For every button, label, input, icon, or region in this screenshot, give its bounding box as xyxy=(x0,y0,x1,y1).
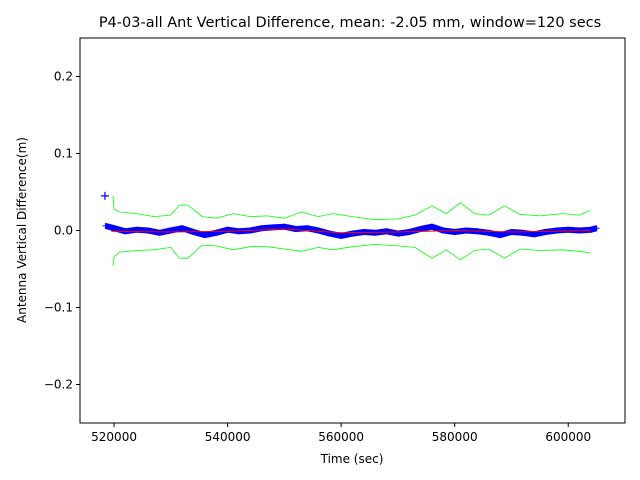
data-point xyxy=(519,229,526,236)
y-tick-label: 0.0 xyxy=(54,224,73,238)
data-point xyxy=(338,232,345,239)
outlier-group xyxy=(100,191,109,200)
upper-band-line xyxy=(112,195,590,221)
data-point xyxy=(201,232,208,239)
data-point xyxy=(565,226,572,233)
data-point xyxy=(315,227,322,234)
x-axis-label: Time (sec) xyxy=(320,452,384,466)
data-point xyxy=(587,226,594,233)
data-point xyxy=(383,228,390,235)
data-point xyxy=(292,225,299,232)
y-tick-label: −0.2 xyxy=(44,378,73,392)
y-axis-label: Antenna Vertical Difference(m) xyxy=(15,137,29,323)
plot-area xyxy=(100,191,600,266)
data-point xyxy=(531,231,538,238)
x-tick-label: 520000 xyxy=(91,430,137,444)
data-point xyxy=(485,229,492,236)
data-point xyxy=(553,227,560,234)
x-tick-label: 560000 xyxy=(318,430,364,444)
data-point xyxy=(102,222,109,229)
x-tick-label: 580000 xyxy=(432,430,478,444)
data-point xyxy=(593,225,600,232)
y-axis: −0.2 −0.1 0.0 0.1 0.2 xyxy=(44,70,80,392)
outlier-point xyxy=(100,191,109,200)
chart-title: P4-03-all Ant Vertical Difference, mean:… xyxy=(99,15,601,31)
x-tick-label: 600000 xyxy=(545,430,591,444)
x-axis: 520000 540000 560000 580000 600000 xyxy=(91,423,591,444)
data-point xyxy=(167,227,174,234)
upper-band-group xyxy=(112,195,590,221)
data-points-group xyxy=(102,222,600,239)
mean-line xyxy=(111,228,591,234)
y-tick-label: −0.1 xyxy=(44,301,73,315)
lower-band-group xyxy=(112,243,590,266)
data-point xyxy=(542,229,549,236)
lower-band-line xyxy=(112,243,590,266)
data-point xyxy=(156,229,163,236)
data-point xyxy=(349,230,356,237)
mean-line-group xyxy=(111,228,591,234)
data-point xyxy=(428,223,435,230)
data-point xyxy=(111,225,118,232)
data-point xyxy=(145,227,152,234)
data-point xyxy=(497,232,504,239)
data-point xyxy=(213,229,220,236)
x-tick-label: 540000 xyxy=(205,430,251,444)
y-tick-label: 0.1 xyxy=(54,147,73,161)
y-tick-label: 0.2 xyxy=(54,70,73,84)
data-point xyxy=(179,225,186,232)
